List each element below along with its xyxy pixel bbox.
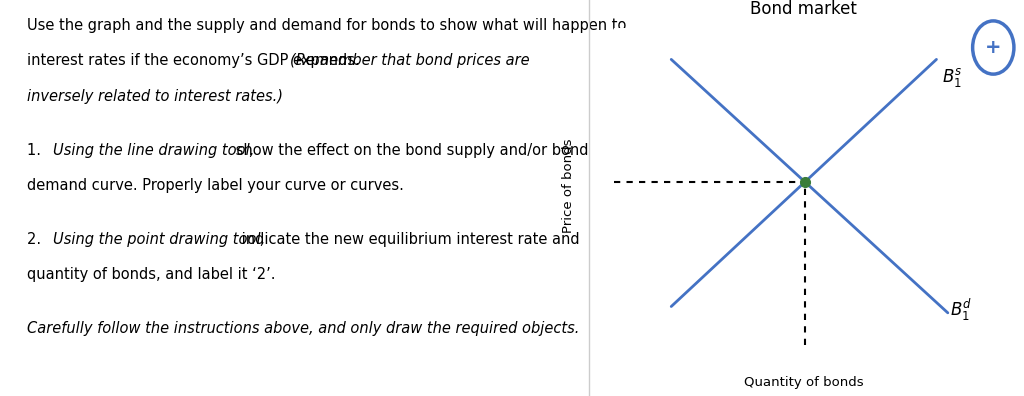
Text: (Remember that bond prices are: (Remember that bond prices are: [290, 53, 529, 69]
Text: $B_1^s$: $B_1^s$: [942, 66, 963, 89]
Text: 1.: 1.: [28, 143, 46, 158]
Text: demand curve. Properly label your curve or curves.: demand curve. Properly label your curve …: [28, 178, 404, 193]
Text: +: +: [985, 38, 1001, 57]
Text: Using the line drawing tool,: Using the line drawing tool,: [53, 143, 255, 158]
Text: indicate the new equilibrium interest rate and: indicate the new equilibrium interest ra…: [238, 232, 580, 247]
Text: inversely related to interest rates.): inversely related to interest rates.): [28, 89, 284, 104]
Text: Quantity of bonds: Quantity of bonds: [744, 376, 863, 389]
Text: 2.: 2.: [28, 232, 46, 247]
Title: Bond market: Bond market: [751, 0, 857, 18]
Text: quantity of bonds, and label it ‘2’.: quantity of bonds, and label it ‘2’.: [28, 267, 275, 282]
Text: Using the point drawing tool,: Using the point drawing tool,: [53, 232, 265, 247]
Text: interest rates if the economy’s GDP expands.: interest rates if the economy’s GDP expa…: [28, 53, 365, 69]
Text: Carefully follow the instructions above, and only draw the required objects.: Carefully follow the instructions above,…: [28, 321, 580, 336]
Text: show the effect on the bond supply and/or bond: show the effect on the bond supply and/o…: [231, 143, 589, 158]
Text: Price of bonds: Price of bonds: [562, 139, 575, 233]
Text: $B_1^d$: $B_1^d$: [949, 297, 972, 323]
Text: Use the graph and the supply and demand for bonds to show what will happen to: Use the graph and the supply and demand …: [28, 18, 627, 33]
